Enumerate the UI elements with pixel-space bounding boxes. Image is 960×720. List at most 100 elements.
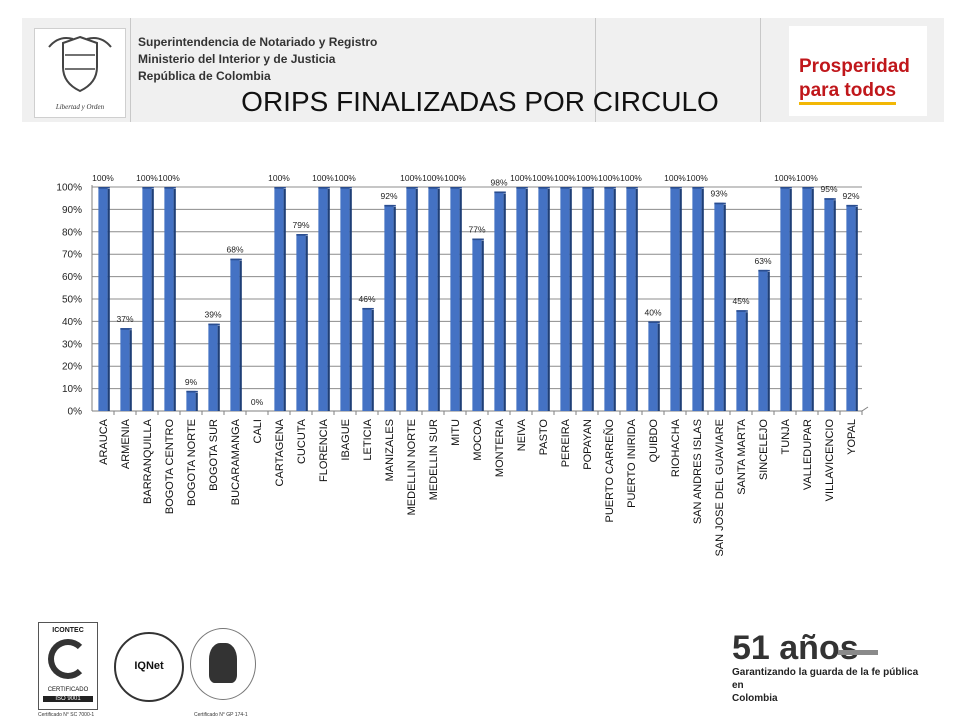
bar-shade [525, 189, 528, 411]
data-label: 100% [422, 173, 444, 183]
bar-shade [855, 206, 858, 411]
x-tick-label: CALI [252, 419, 264, 443]
bar-top [318, 187, 330, 189]
bar-shade [591, 189, 594, 411]
bar-top [758, 269, 770, 272]
y-tick-label: 60% [62, 272, 82, 283]
x-tick-label: BOGOTA SUR [208, 419, 220, 491]
x-tick-label: BARRANQUILLA [142, 418, 154, 504]
colombia-shield-logo: Libertad y Orden [34, 28, 126, 118]
bar-top [802, 187, 814, 189]
x-tick-label: RIOHACHA [670, 418, 682, 477]
data-label: 46% [358, 294, 375, 304]
data-label: 100% [444, 173, 466, 183]
bar-shade [789, 189, 792, 411]
icontec-title: ICONTEC [52, 627, 84, 634]
bar [164, 187, 174, 411]
cert-seal-icon [209, 643, 237, 683]
bar [186, 390, 196, 411]
data-label: 100% [620, 173, 642, 183]
bar-shade [393, 206, 396, 411]
x-tick-label: SAN JOSE DEL GUAVIARE [714, 419, 726, 557]
bar-top [98, 187, 110, 189]
bar-top [824, 198, 836, 200]
cert-caption-right: Certificado N° GP 174-1 [194, 712, 248, 718]
bar [494, 191, 504, 411]
bar-shade [613, 189, 616, 411]
bar [296, 234, 306, 411]
header-divider [760, 18, 761, 122]
bar [714, 202, 724, 411]
bar-shade [151, 189, 154, 411]
y-tick-label: 100% [56, 183, 82, 194]
anniversary-bar [838, 650, 878, 655]
bar-shade [239, 260, 242, 411]
x-tick-label: VILLAVICENCIO [824, 419, 836, 502]
bar-shade [107, 189, 110, 411]
x-tick-label: MEDELLIN SUR [428, 419, 440, 500]
bar [692, 187, 702, 411]
data-label: 100% [92, 173, 114, 183]
bar [670, 187, 680, 411]
org-line-3: República de Colombia [138, 69, 271, 83]
x-tick-label: BOGOTA CENTRO [164, 419, 176, 515]
icontec-mark-icon [48, 639, 88, 679]
x-tick-label: PEREIRA [560, 418, 572, 467]
bar-top [670, 187, 682, 189]
bar-shade [327, 189, 330, 411]
bar-top [846, 204, 858, 207]
x-tick-label: ARAUCA [98, 418, 110, 465]
bar-shade [569, 189, 572, 411]
data-label: 0% [251, 397, 264, 407]
bar [98, 187, 108, 411]
bar-top [780, 187, 792, 189]
bar-top [714, 202, 726, 205]
brand-line-1: Prosperidad [799, 56, 910, 77]
bar-shade [459, 189, 462, 411]
bar [142, 187, 152, 411]
bar-shade [195, 392, 198, 411]
data-label: 100% [554, 173, 576, 183]
bar-shade [481, 240, 484, 411]
data-label: 68% [226, 245, 243, 255]
y-tick-label: 20% [62, 362, 82, 373]
x-tick-label: SINCELEJO [758, 419, 770, 481]
shield-motto: Libertad y Orden [55, 103, 105, 111]
bar [120, 328, 130, 411]
x-tick-label: MOCOA [472, 418, 484, 460]
bar-shade [283, 189, 286, 411]
data-label: 95% [820, 184, 837, 194]
header-banner: Libertad y Orden Superintendencia de Not… [22, 18, 944, 122]
y-tick-label: 80% [62, 227, 82, 238]
x-tick-label: PUERTO INIRIDA [626, 418, 638, 507]
data-label: 100% [598, 173, 620, 183]
bar-top [384, 204, 396, 207]
bar-top [186, 390, 198, 393]
axis-depth-line [861, 406, 869, 412]
bar-shade [679, 189, 682, 411]
x-tick-label: VALLEDUPAR [802, 419, 814, 490]
data-label: 100% [158, 173, 180, 183]
x-tick-label: PASTO [538, 419, 550, 456]
bar-shade [437, 189, 440, 411]
bar [604, 187, 614, 411]
data-label: 100% [400, 173, 422, 183]
iqnet-name: IQNet [134, 660, 164, 672]
bar-top [494, 191, 506, 194]
header-divider [130, 18, 131, 122]
bar-shade [349, 189, 352, 411]
bar-shade [173, 189, 176, 411]
bar-top [626, 187, 638, 189]
data-label: 100% [510, 173, 532, 183]
bar-top [428, 187, 440, 189]
x-tick-label: IBAGUE [340, 419, 352, 461]
data-label: 9% [185, 377, 198, 387]
data-label: 45% [732, 296, 749, 306]
bar-top [406, 187, 418, 189]
bar-shade [745, 312, 748, 411]
x-tick-label: MONTERIA [494, 418, 506, 477]
y-tick-label: 90% [62, 205, 82, 216]
bar-shade [217, 325, 220, 411]
icontec-badge: ICONTEC CERTIFICADO ISO 9001 [38, 622, 98, 710]
bar-top [560, 187, 572, 189]
